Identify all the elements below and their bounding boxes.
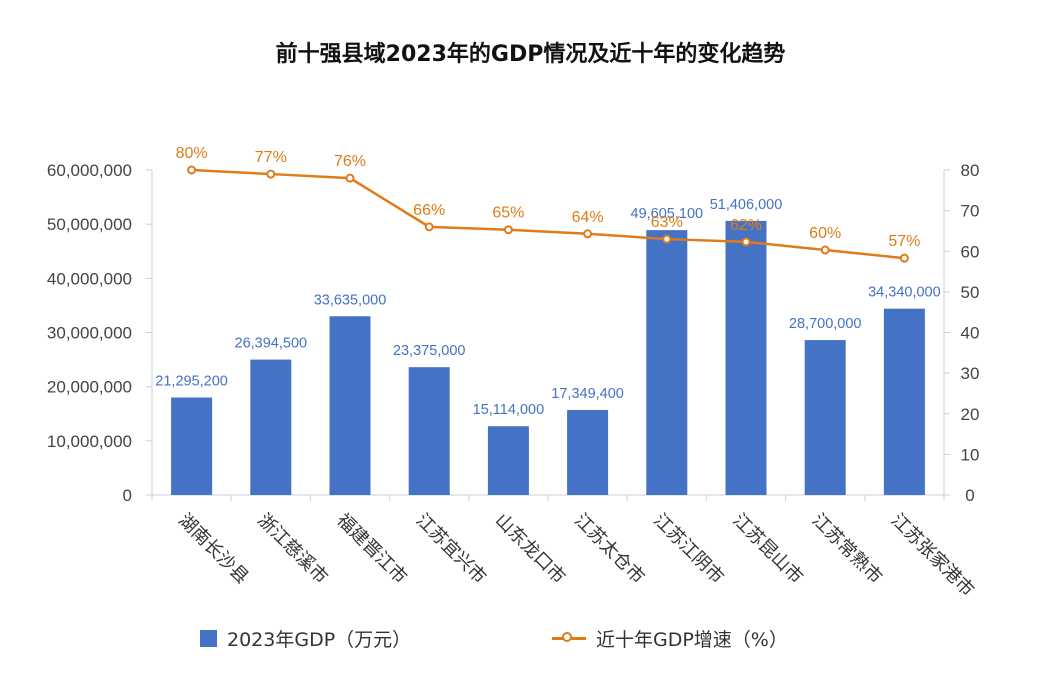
- bar-data-label: 17,349,400: [551, 386, 624, 402]
- bar: [408, 367, 450, 495]
- line-point: [899, 253, 909, 263]
- growth-line: [191, 168, 905, 260]
- bar: [804, 340, 846, 495]
- line-data-label: 77%: [255, 149, 287, 166]
- legend-item-gdp: 2023年GDP（万元）: [200, 624, 411, 652]
- left-tick-label: 60,000,000: [47, 161, 132, 180]
- line-point: [820, 245, 830, 255]
- line-data-label: 65%: [492, 205, 524, 222]
- x-category-label: 湖南长沙县: [174, 510, 252, 588]
- bar: [329, 316, 371, 495]
- line-data-label: 60%: [809, 225, 841, 242]
- x-category-label: 山东龙口市: [491, 510, 569, 588]
- bar-data-label: 21,295,200: [155, 374, 228, 390]
- legend-item-growth: 近十年GDP增速（%）: [552, 624, 788, 652]
- left-tick-label: 40,000,000: [47, 269, 132, 288]
- bar-data-label: 49,605,100: [631, 206, 704, 222]
- right-tick-label: 0: [965, 486, 974, 505]
- line-point: [424, 222, 434, 232]
- bars-layer: [171, 220, 925, 495]
- line-point: [345, 173, 355, 183]
- legend-bar-label: 2023年GDP（万元）: [227, 628, 412, 651]
- x-category-label: 福建晋江市: [332, 510, 410, 588]
- right-tick-label: 40: [961, 324, 980, 343]
- x-category-label: 江苏常熟市: [808, 510, 886, 588]
- bar: [567, 409, 609, 495]
- right-tick-label: 70: [961, 202, 980, 221]
- line-data-label: 64%: [572, 209, 604, 226]
- line-point: [266, 169, 276, 179]
- legend-bar-swatch: [200, 629, 217, 647]
- right-tick-label: 60: [961, 242, 980, 261]
- line-point: [662, 234, 672, 244]
- line-data-label: 62%: [730, 217, 762, 234]
- bar-data-label: 33,635,000: [314, 292, 387, 308]
- line-layer: [187, 165, 909, 263]
- bar: [883, 308, 925, 495]
- bar: [250, 359, 292, 495]
- bar: [725, 220, 767, 495]
- bar-data-label: 28,700,000: [789, 316, 862, 332]
- right-tick-label: 10: [961, 445, 980, 464]
- x-category-label: 江苏江阴市: [649, 510, 727, 588]
- x-category-label: 江苏张家港市: [887, 510, 978, 601]
- x-category-label: 江苏宜兴市: [412, 510, 490, 588]
- line-point: [503, 225, 513, 235]
- left-tick-label: 10,000,000: [47, 432, 132, 451]
- line-data-label: 76%: [334, 153, 366, 170]
- line-data-label: 63%: [651, 214, 683, 231]
- line-data-label: 66%: [413, 202, 445, 219]
- x-category-label: 江苏太仓市: [570, 510, 648, 588]
- line-point: [187, 165, 197, 175]
- x-category-label: 江苏昆山市: [728, 510, 806, 588]
- bar: [646, 230, 688, 495]
- legend-line-label: 近十年GDP增速（%）: [596, 628, 788, 651]
- bar-data-label: 51,406,000: [710, 197, 783, 213]
- right-tick-label: 50: [961, 283, 980, 302]
- left-tick-label: 50,000,000: [47, 215, 132, 234]
- chart-title: 前十强县域2023年的GDP情况及近十年的变化趋势: [275, 42, 786, 67]
- bar: [487, 426, 529, 495]
- left-tick-label: 20,000,000: [47, 378, 132, 397]
- line-data-label: 57%: [888, 233, 920, 250]
- bar: [171, 397, 213, 495]
- right-tick-label: 20: [961, 405, 980, 424]
- left-tick-label: 0: [123, 486, 132, 505]
- bar-data-label: 23,375,000: [393, 343, 466, 359]
- right-tick-label: 30: [961, 364, 980, 383]
- legend-line-swatch: [552, 631, 586, 645]
- line-point: [741, 237, 751, 247]
- left-tick-label: 30,000,000: [47, 324, 132, 343]
- line-data-label: 80%: [176, 145, 208, 162]
- bar-data-label: 26,394,500: [235, 336, 308, 352]
- bar-data-label: 15,114,000: [473, 402, 545, 418]
- line-point: [583, 229, 593, 239]
- right-tick-label: 80: [961, 161, 980, 180]
- bar-data-label: 34,340,000: [868, 285, 941, 301]
- x-category-label: 浙江慈溪市: [253, 510, 331, 588]
